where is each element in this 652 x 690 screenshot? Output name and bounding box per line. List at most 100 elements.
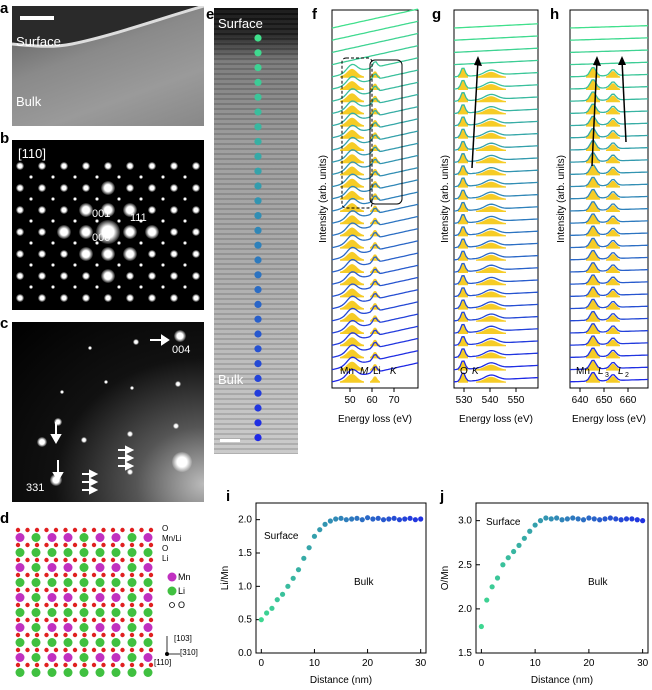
peak-fill — [458, 264, 468, 273]
data-point — [290, 575, 296, 581]
spectrum-line — [331, 362, 419, 383]
linescan-dot — [254, 360, 262, 368]
data-point — [484, 597, 490, 603]
diffraction-spot — [29, 285, 33, 289]
o-atom — [72, 542, 78, 548]
spectra-f: 50 60 70 Energy loss (eV) Intensity (arb. un… — [310, 8, 422, 470]
spectrum-line — [331, 8, 419, 29]
data-point — [364, 515, 371, 521]
spectrum-line — [331, 20, 419, 41]
o-atom — [72, 617, 78, 623]
bulk-annotation: Bulk — [354, 577, 374, 588]
peak-fill — [586, 80, 600, 90]
o-atom — [63, 587, 68, 593]
o-atom — [25, 527, 30, 533]
diffraction-spot — [16, 250, 24, 258]
li-atom — [95, 638, 105, 647]
li-atom — [15, 668, 25, 677]
data-point — [602, 516, 608, 522]
o-atom — [53, 557, 59, 563]
mn-li-atom — [127, 563, 137, 572]
o-atom — [139, 662, 144, 668]
legend-o-dot — [169, 602, 175, 608]
spectrum-line — [453, 92, 539, 102]
linescan-dot — [254, 49, 262, 57]
o-atom — [15, 647, 21, 653]
li-atom — [95, 548, 105, 557]
spectrum-line — [569, 323, 648, 334]
diffraction-spot — [60, 294, 68, 302]
mn-li-atom — [127, 593, 137, 602]
o-atom — [15, 632, 21, 638]
diffraction-spot — [145, 225, 159, 239]
o-atom — [82, 587, 87, 593]
o-atom — [63, 602, 68, 608]
peak-label-l3: L — [598, 366, 604, 377]
peak-fill — [476, 108, 506, 115]
spectrum-line — [569, 286, 648, 298]
spectrum-line — [453, 262, 539, 273]
diffraction-spot — [51, 263, 55, 267]
linescan-dot — [254, 93, 262, 101]
surface-annotation: Surface — [486, 517, 521, 528]
plot-frame — [331, 9, 419, 389]
spot-label-331: 331 — [26, 482, 45, 494]
diffraction-spot — [170, 272, 178, 280]
o-atom — [44, 602, 49, 608]
o-atom — [72, 632, 78, 638]
diffraction-spot — [161, 285, 165, 289]
peak-fill — [586, 312, 600, 322]
diffraction-spot — [161, 219, 165, 223]
data-point — [613, 516, 619, 522]
o-atom — [44, 542, 49, 548]
spectrum-line — [331, 57, 419, 78]
diffraction-spot — [51, 285, 55, 289]
o-atom — [110, 527, 116, 533]
diffraction-spot — [126, 184, 134, 192]
x-tick-label: 30 — [637, 658, 649, 669]
axis-310: [310] — [180, 648, 198, 657]
peak-fill — [458, 93, 468, 103]
diffraction-spot — [123, 225, 137, 239]
spectrum-line — [453, 323, 539, 334]
data-point — [386, 516, 392, 522]
data-point — [380, 517, 387, 523]
linescan-dot — [254, 108, 262, 116]
diffraction-spot — [38, 294, 46, 302]
spectrum-line — [453, 348, 539, 359]
o-atom — [53, 617, 59, 623]
linescan-dot — [254, 345, 262, 353]
data-point — [618, 517, 624, 523]
spectrum-line — [569, 310, 648, 322]
x-tick-label: 20 — [362, 658, 374, 669]
diffraction-spot — [170, 206, 178, 214]
peak-fill — [606, 107, 620, 115]
data-point — [564, 516, 570, 522]
x-tick-label: 70 — [388, 395, 400, 406]
peak-fill — [586, 300, 600, 310]
o-atom — [25, 647, 30, 653]
o-atom — [129, 647, 135, 653]
data-point — [391, 515, 397, 521]
li-atom — [95, 578, 105, 587]
x-axis-label: Energy loss (eV) — [572, 414, 646, 425]
o-atom — [120, 602, 125, 608]
spectrum-line — [569, 61, 648, 66]
o-atom — [44, 662, 49, 668]
peak-fill — [340, 337, 364, 347]
diffraction-spot — [16, 162, 24, 170]
o-atom — [44, 632, 49, 638]
diffraction-spot — [139, 263, 143, 267]
li-atom — [79, 578, 89, 587]
data-point — [500, 562, 506, 568]
diffraction-spot — [16, 272, 24, 280]
diffraction-spot — [37, 437, 47, 447]
data-point — [306, 545, 312, 551]
axis-103: [103] — [174, 634, 192, 643]
spectrum-line — [453, 201, 539, 212]
o-atom — [53, 542, 59, 548]
spectrum-line — [331, 203, 419, 224]
peak-fill — [606, 95, 620, 103]
peak-fill — [476, 364, 506, 371]
spectrum-line — [331, 179, 419, 200]
